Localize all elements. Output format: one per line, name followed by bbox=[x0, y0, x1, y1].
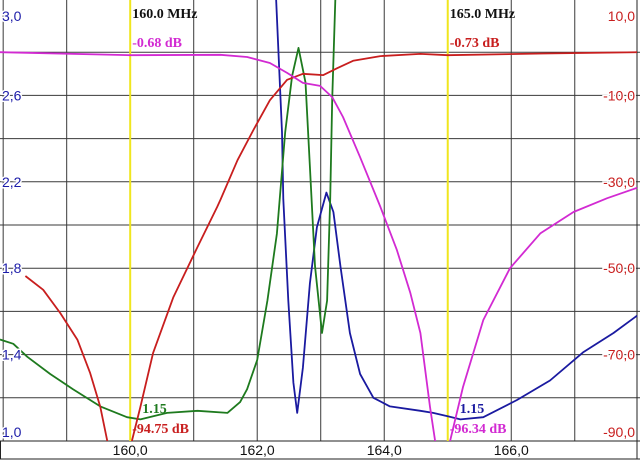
left-axis-tick-label: 2,6 bbox=[2, 87, 22, 103]
trace-2 bbox=[0, 0, 337, 421]
x-axis-tick-label: 162,0 bbox=[240, 442, 275, 458]
right-axis-tick-label: -70,0 bbox=[603, 347, 635, 363]
marker-readout: -0.68 dB bbox=[132, 36, 182, 51]
right-axis-tick-label: -30,0 bbox=[603, 174, 635, 190]
marker-readout: 1.15 bbox=[142, 402, 167, 417]
marker-readout: 1.15 bbox=[460, 402, 485, 417]
marker-readout: -94.75 dB bbox=[132, 422, 189, 437]
left-axis-tick-label: 1,0 bbox=[2, 424, 22, 440]
trace-4 bbox=[0, 51, 638, 441]
right-axis-tick-label: 10,0 bbox=[608, 8, 635, 24]
x-axis-tick-label: 164,0 bbox=[367, 442, 402, 458]
right-axis-tick-label: -10,0 bbox=[603, 87, 635, 103]
x-axis-tick-label: 166,0 bbox=[494, 442, 529, 458]
marker-frequency-label: 165.0 MHz bbox=[450, 7, 515, 22]
marker-readout: -96.34 dB bbox=[450, 422, 507, 437]
marker-readout: -0.73 dB bbox=[450, 36, 500, 51]
left-axis-tick-label: 3,0 bbox=[2, 8, 22, 24]
left-axis-tick-label: 2,2 bbox=[2, 174, 22, 190]
right-axis-tick-label: -90,0 bbox=[603, 424, 635, 440]
trace-3 bbox=[24, 51, 638, 441]
trace-1 bbox=[275, 0, 638, 421]
x-axis-tick-label: 160,0 bbox=[113, 442, 148, 458]
left-axis-tick-label: 1,8 bbox=[2, 260, 22, 276]
left-axis-tick-label: 1,4 bbox=[2, 347, 22, 363]
marker-frequency-label: 160.0 MHz bbox=[132, 7, 197, 22]
right-axis-tick-label: -50,0 bbox=[603, 260, 635, 276]
